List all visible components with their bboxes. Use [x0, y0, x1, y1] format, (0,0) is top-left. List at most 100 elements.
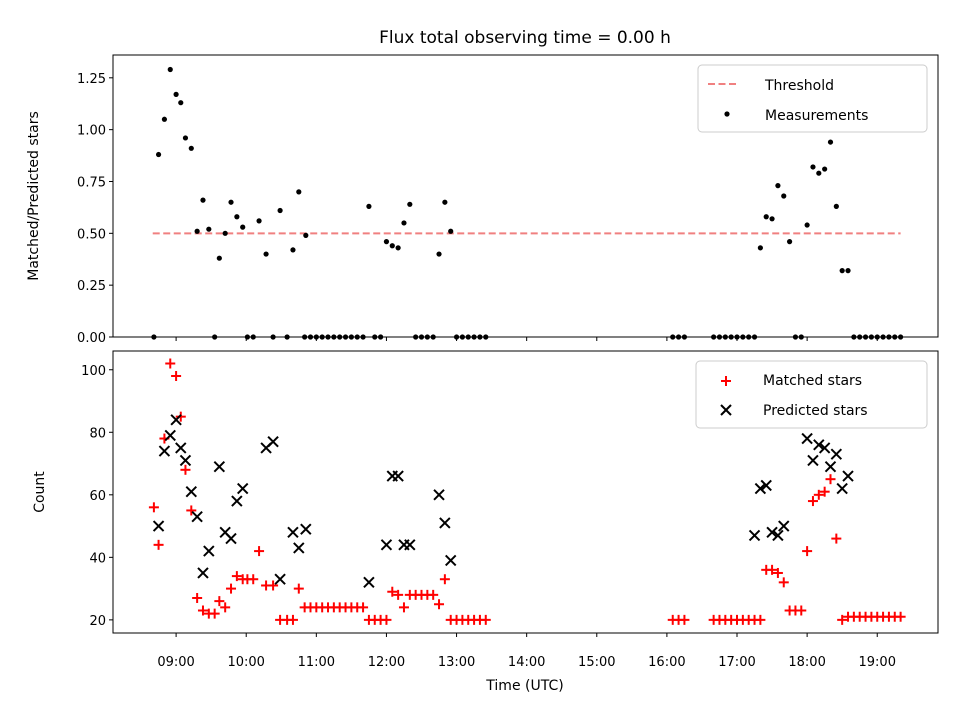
predicted-marker-b [392, 470, 404, 482]
predicted-marker-b [152, 520, 165, 532]
xtick-label: 10:00 [227, 655, 264, 670]
measurement-point [188, 145, 194, 151]
matched-star-point [180, 464, 191, 475]
predicted-star-point [404, 539, 416, 551]
predicted-marker-b [287, 526, 299, 539]
xtick-label: 15:00 [578, 655, 615, 670]
chart-title: Flux total observing time = 0.00 h [379, 28, 671, 48]
measurement-point [383, 239, 390, 245]
matched-star-point [480, 614, 491, 625]
predicted-star-point [380, 539, 393, 551]
measurement-point [810, 164, 816, 170]
predicted-marker-b [158, 445, 171, 457]
predicted-marker-b [197, 567, 209, 579]
predicted-star-point [801, 432, 813, 445]
matched-star-point [197, 605, 208, 616]
measurement-point [228, 199, 234, 205]
matched-star-point [439, 574, 450, 585]
predicted-marker-b [225, 532, 237, 545]
predicted-marker-b [219, 526, 231, 539]
xtick-label: 12:00 [368, 655, 405, 670]
predicted-marker-b [175, 442, 187, 454]
predicted-marker-b [445, 554, 457, 567]
predicted-star-point [203, 545, 215, 557]
measurement-point [448, 228, 454, 234]
matched-star-point [434, 599, 445, 610]
measurement-point [395, 245, 401, 251]
matched-legend-swatch [721, 376, 731, 386]
measurement-point [769, 216, 775, 222]
measurement-point [161, 116, 168, 122]
predicted-star-point [191, 510, 203, 523]
matched-star-point [209, 608, 220, 619]
predicted-legend-swatch [720, 404, 732, 416]
predicted-star-point [274, 573, 286, 585]
matched-star-point [153, 539, 164, 550]
measurement-point [167, 66, 173, 73]
predicted-marker-b [748, 529, 761, 542]
matched-star-point [387, 586, 398, 597]
xtick-label: 09:00 [157, 655, 194, 670]
measurement-point [775, 183, 781, 189]
predicted-marker-b [274, 573, 286, 585]
top-ytick-label: 0.00 [77, 331, 106, 346]
matched-star-point [148, 502, 159, 513]
predicted-legend-label: Predicted stars [763, 403, 868, 419]
predicted-marker-b [836, 482, 848, 495]
measurement-point [839, 268, 845, 274]
measurement-point [290, 247, 296, 253]
x-axis-label: Time (UTC) [485, 678, 563, 694]
predicted-marker-b [404, 539, 416, 551]
matched-star-point [220, 602, 231, 613]
predicted-star-point [152, 520, 165, 532]
measurement-point [263, 251, 269, 257]
matched-star-point [767, 564, 778, 575]
predicted-marker-b [760, 479, 772, 492]
measurement-point [816, 170, 822, 176]
predicted-marker-b [363, 576, 375, 589]
predicted-star-point [170, 414, 182, 426]
matched-star-point [171, 371, 182, 382]
measurement-point [781, 193, 787, 199]
measurement-point [827, 139, 834, 145]
measurement-point [194, 228, 200, 234]
matched-star-point [825, 474, 836, 485]
predicted-marker-b [267, 435, 279, 448]
predicted-marker-b [842, 470, 854, 482]
predicted-star-point [363, 576, 375, 589]
measurement-point [436, 251, 442, 257]
measurement-point [401, 220, 407, 226]
predicted-star-point [179, 454, 192, 467]
measurement-point [155, 151, 162, 158]
matched-star-point [837, 614, 848, 625]
measurement-point [804, 222, 810, 228]
predicted-star-point [778, 520, 790, 532]
matched-star-point [679, 614, 690, 625]
measurement-point [366, 203, 372, 209]
matched-star-point [428, 589, 439, 600]
predicted-marker-b [300, 523, 312, 535]
matched-star-point [226, 583, 237, 594]
predicted-star-point [287, 526, 299, 539]
predicted-marker-b [720, 404, 732, 416]
predicted-star-point [267, 435, 279, 448]
measurement-point [389, 243, 395, 249]
predicted-marker-b [778, 520, 790, 532]
top-ytick-label: 0.50 [77, 227, 106, 242]
bottom-ytick-label: 80 [89, 426, 106, 441]
measurement-point [763, 214, 769, 220]
predicted-star-point [185, 485, 198, 498]
predicted-star-point [818, 442, 831, 454]
predicted-star-point [197, 567, 209, 579]
predicted-star-point [807, 454, 819, 467]
predicted-star-point [300, 523, 312, 535]
top-y-axis-label: Matched/Predicted stars [26, 111, 42, 281]
matched-star-point [755, 614, 766, 625]
matched-star-point [819, 486, 830, 497]
matched-star-point [293, 583, 304, 594]
measurement-point [173, 91, 179, 97]
bottom-plot-frame [112, 350, 939, 634]
predicted-star-point [175, 442, 187, 454]
threshold-legend-label: Threshold [764, 78, 834, 94]
